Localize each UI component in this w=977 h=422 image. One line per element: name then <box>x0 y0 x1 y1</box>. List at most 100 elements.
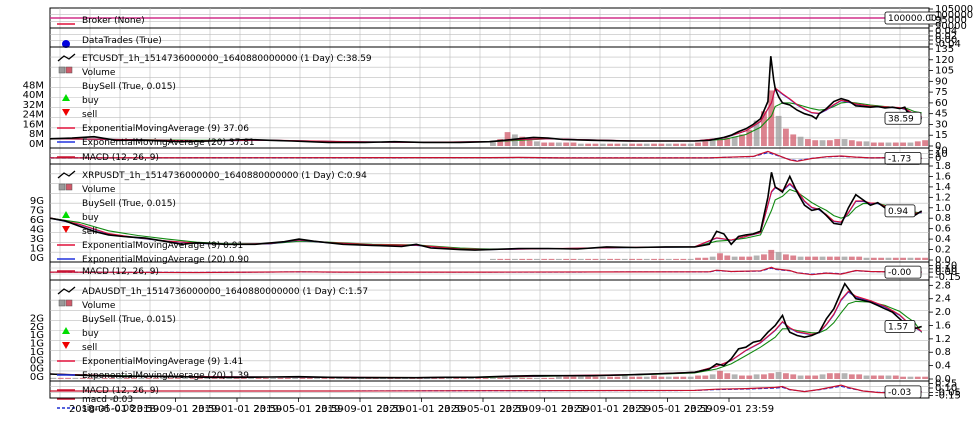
volume-bar <box>533 258 540 260</box>
volume-bar <box>563 258 570 260</box>
xrp-ema20-line <box>49 183 922 251</box>
volume-bar <box>878 257 885 260</box>
volume-bar <box>621 258 628 260</box>
volume-tick-label: 1G <box>30 330 44 341</box>
volume-bar <box>336 377 342 379</box>
volume-bar <box>870 142 877 146</box>
legend-label: buy <box>82 96 99 106</box>
y-tick-label: 1.8 <box>935 161 951 172</box>
datatrades-legend-marker <box>62 40 70 48</box>
ada-title: ADAUSDT_1h_1514736000000_1640880000000 (… <box>57 286 368 297</box>
last-value-box <box>884 11 942 25</box>
volume-bar <box>570 258 577 260</box>
x-tick-label: 2021-05-01 23:59 <box>622 404 712 415</box>
volume-bar <box>695 375 701 379</box>
etc-ema20-line <box>49 87 922 143</box>
panel-title: ADAUSDT_1h_1514736000000_1640880000000 (… <box>82 287 368 297</box>
volume-tick-label: 2G <box>30 322 44 333</box>
volume-bar <box>79 377 86 379</box>
volume-bar <box>599 143 606 146</box>
volume-bar <box>753 120 760 146</box>
y-tick-label: 0.04 <box>935 26 957 37</box>
volume-bar <box>651 258 657 260</box>
volume-bar <box>753 374 760 379</box>
volume-bar <box>746 256 753 260</box>
volume-bar <box>607 143 614 146</box>
volume-bar <box>116 377 123 379</box>
volume-bar <box>724 137 731 146</box>
broker-last-value: 100000.00 <box>884 11 942 25</box>
y-tick-label: 0.10 <box>935 264 957 275</box>
last-value-text: -1.73 <box>888 154 911 164</box>
volume-bar <box>57 377 64 379</box>
volume-bar <box>819 256 826 260</box>
volume-bar <box>907 376 914 379</box>
volume-bar <box>533 377 540 379</box>
legend-label: ExponentialMovingAverage (9) 37.06 <box>82 124 249 134</box>
volume-bar <box>497 377 504 379</box>
volume-bar <box>614 376 621 379</box>
volume-bar <box>870 375 877 379</box>
volume-bar <box>153 377 159 379</box>
volume-bar <box>145 377 152 379</box>
volume-tick-label: 7G <box>30 206 44 217</box>
y-tick-label: 90000 <box>935 21 967 32</box>
volume-bar <box>599 376 606 379</box>
volume-bar <box>834 373 841 379</box>
volume-bar <box>314 377 321 379</box>
volume-bar <box>577 143 584 146</box>
volume-bar <box>687 258 694 260</box>
volume-bar <box>797 136 804 146</box>
etc-macd-signal-line <box>49 152 922 162</box>
volume-bar <box>204 377 211 379</box>
volume-bar <box>702 141 709 146</box>
legend-sell-marker <box>62 109 70 116</box>
volume-bar <box>555 258 562 260</box>
volume-bar <box>783 373 789 379</box>
title-swatch <box>57 170 76 179</box>
xrp-legend: Volume BuySell (True, 0.015) buy sell Expone… <box>57 183 249 265</box>
y-tick-label: 1.6 <box>935 320 951 331</box>
volume-bar <box>746 375 753 379</box>
volume-bar <box>775 252 782 260</box>
volume-bar <box>226 377 233 379</box>
legend-label: ExponentialMovingAverage (9) 1.41 <box>82 357 243 367</box>
xrp-last-value: 0.94 <box>884 204 916 218</box>
legend-label: BuySell (True, 0.015) <box>82 199 176 209</box>
volume-bar <box>72 377 79 379</box>
etc-legend: Volume BuySell (True, 0.015) buy sell Expone… <box>57 66 255 148</box>
volume-bar <box>812 140 819 146</box>
y-tick-label: -0.04 <box>935 39 961 50</box>
legend-label: MACD (12, 26, 9) <box>82 153 159 163</box>
volume-bar <box>511 377 518 379</box>
volume-tick-label: 0G <box>30 372 44 383</box>
volume-bar <box>878 142 885 146</box>
legend-label: sell <box>82 343 97 353</box>
volume-bar <box>533 141 540 146</box>
etc-ema9-line <box>49 86 922 143</box>
volume-bar <box>167 377 174 379</box>
y-tick-label: 1.4 <box>935 182 951 193</box>
volume-bar <box>131 377 137 379</box>
volume-bar <box>519 136 526 146</box>
volume-tick-label: 9G <box>30 196 44 207</box>
volume-bar <box>724 373 731 379</box>
volume-bar <box>695 142 701 146</box>
volume-bar <box>804 375 811 379</box>
ada-close-line <box>49 282 922 379</box>
volume-bar <box>555 376 562 379</box>
y-tick-label: 2.8 <box>935 280 951 291</box>
volume-bar <box>658 376 665 379</box>
title-swatch <box>57 286 76 295</box>
volume-bar <box>702 375 709 379</box>
volume-bar <box>240 377 247 379</box>
volume-bar <box>541 142 548 146</box>
legend-label: MACD (12, 26, 9) <box>82 267 159 277</box>
y-tick-label: 10 <box>935 149 948 160</box>
legend-buy-marker <box>62 327 70 334</box>
volume-bar <box>826 256 833 260</box>
volume-bar <box>775 115 782 146</box>
